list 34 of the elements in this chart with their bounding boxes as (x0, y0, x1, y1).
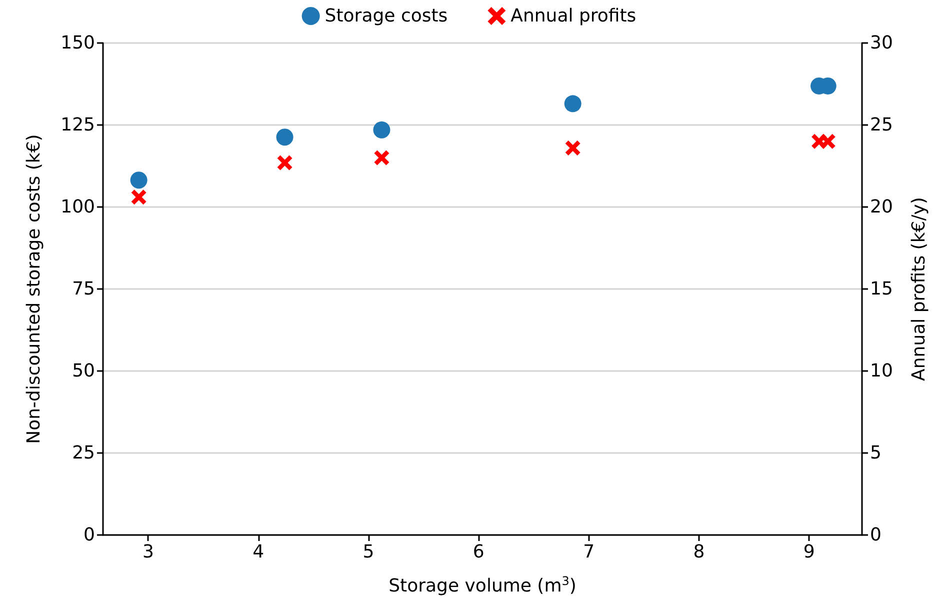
y-tick-label: 25 (72, 442, 95, 464)
x-tick-label: 5 (362, 542, 374, 562)
y2-tick-label: 0 (870, 524, 882, 546)
legend-label: Annual profits (510, 6, 636, 26)
x-tick-label: 6 (472, 542, 484, 562)
point (373, 121, 390, 138)
y-tick-label: 150 (60, 32, 95, 54)
y-tick-label: 50 (72, 360, 95, 382)
point (820, 134, 836, 149)
y2-axis-title: Annual profits (k€/y) (908, 197, 930, 381)
x-tick-label: 4 (252, 542, 264, 562)
y2-tick-label: 5 (870, 442, 882, 464)
point (374, 150, 390, 166)
y-axis-title: Non-discounted storage costs (k€) (24, 134, 44, 444)
point (277, 155, 292, 170)
point (276, 128, 294, 146)
point (564, 95, 582, 112)
y-tick-label: 75 (72, 278, 95, 300)
legend-label: Storage costs (324, 6, 448, 26)
y-tick-label: 125 (60, 114, 95, 136)
y2-tick-label: 25 (870, 114, 893, 136)
point (565, 140, 580, 156)
x-tick-label: 7 (583, 542, 595, 562)
y2-tick-label: 15 (870, 278, 893, 300)
x-tick-label: 8 (693, 542, 705, 562)
y2-tick-label: 30 (870, 32, 893, 54)
y-tick-label: 100 (60, 196, 95, 218)
x-tick-label: 9 (803, 542, 815, 562)
y2-tick-label: 20 (870, 196, 893, 218)
x-tick-label: 3 (142, 542, 154, 562)
y-tick-label: 0 (84, 524, 95, 546)
y2-tick-label: 10 (870, 360, 893, 382)
point (131, 190, 146, 205)
point (130, 172, 148, 189)
